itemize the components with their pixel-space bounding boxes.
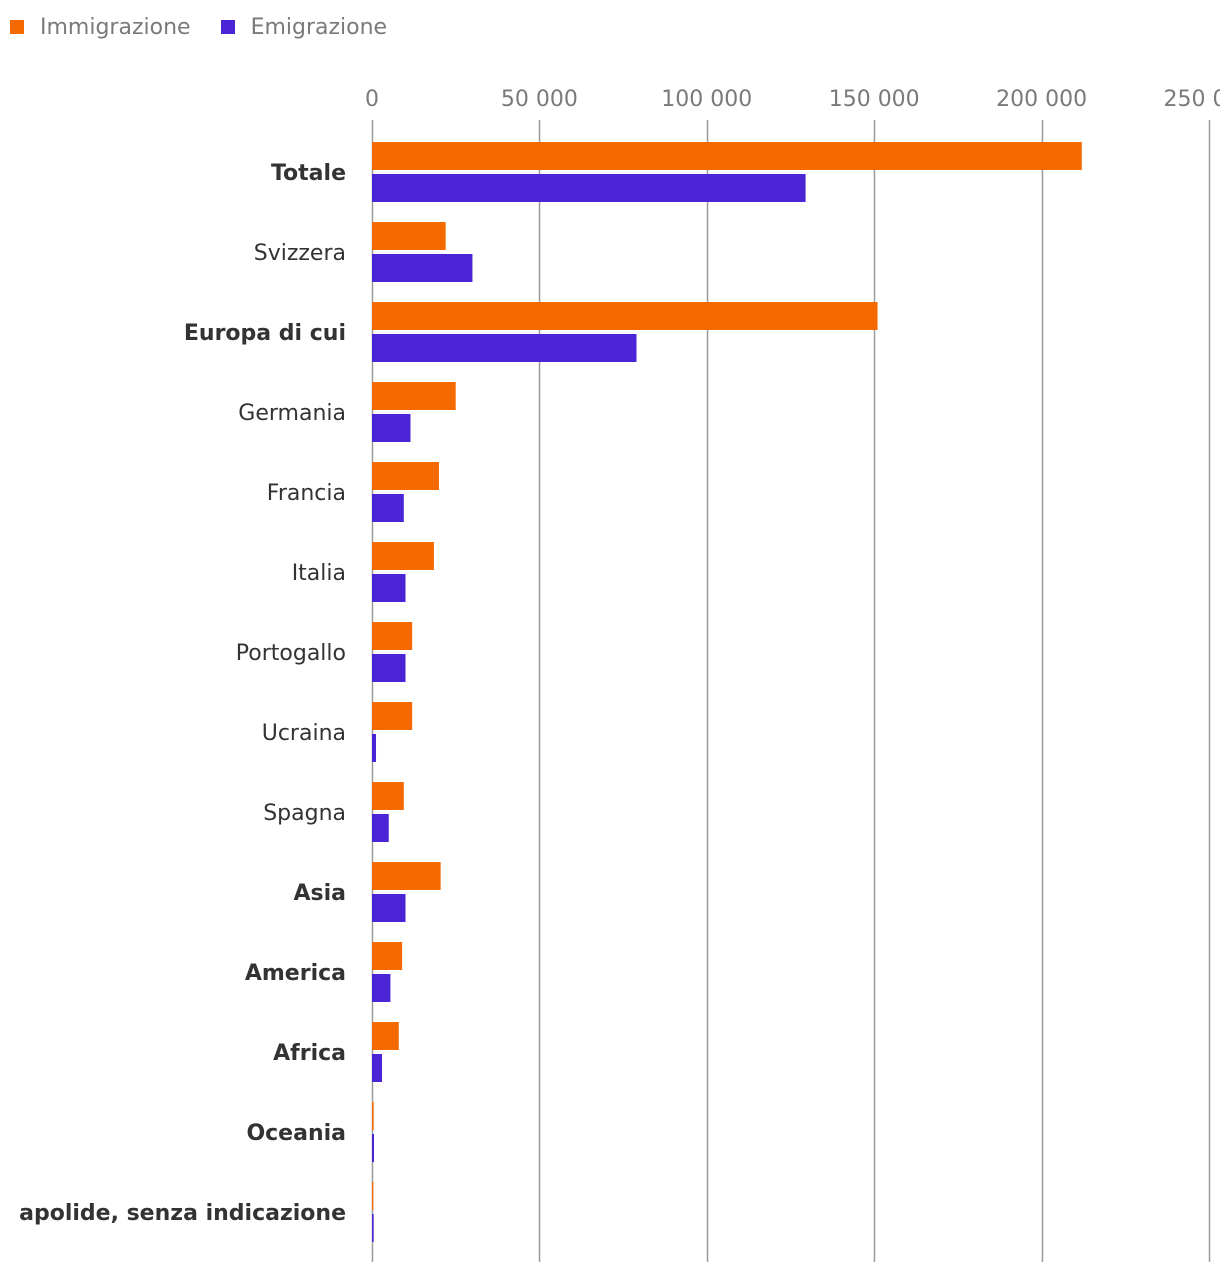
bar-emigrazione <box>372 414 411 442</box>
bar-emigrazione <box>372 254 473 282</box>
bar-immigrazione <box>372 462 439 490</box>
bar-immigrazione <box>372 1182 374 1210</box>
category-label: Italia <box>292 561 346 586</box>
bar-immigrazione <box>372 782 404 810</box>
category-label: Germania <box>238 401 346 426</box>
bar-emigrazione <box>372 494 404 522</box>
category-label: Ucraina <box>262 721 346 746</box>
x-tick-label: 200 000 <box>996 87 1087 112</box>
legend-label-emigrazione: Emigrazione <box>250 14 388 40</box>
bar-emigrazione <box>372 894 406 922</box>
bar-emigrazione <box>372 174 806 202</box>
bar-immigrazione <box>372 542 434 570</box>
category-label: Portogallo <box>236 641 346 666</box>
legend-item-immigrazione[interactable]: Immigrazione <box>10 15 191 40</box>
category-label: apolide, senza indicazione <box>19 1201 346 1226</box>
x-tick-label: 150 000 <box>829 87 920 112</box>
bar-immigrazione <box>372 142 1082 170</box>
bar-immigrazione <box>372 1022 399 1050</box>
category-label: Spagna <box>263 801 346 826</box>
bar-immigrazione <box>372 942 403 970</box>
bar-emigrazione <box>372 334 637 362</box>
bar-immigrazione <box>372 1102 374 1130</box>
x-tick-label: 0 <box>365 87 379 112</box>
x-tick-label: 50 000 <box>501 87 578 112</box>
legend-swatch-immigrazione <box>10 20 24 34</box>
legend-label-immigrazione: Immigrazione <box>40 14 191 40</box>
bar-emigrazione <box>372 814 389 842</box>
bar-emigrazione <box>372 1134 375 1162</box>
category-label: Asia <box>293 881 346 906</box>
category-label: Africa <box>273 1041 346 1066</box>
bar-immigrazione <box>372 382 456 410</box>
x-tick-label: 100 000 <box>661 87 752 112</box>
bar-immigrazione <box>372 222 446 250</box>
category-label: Svizzera <box>254 241 346 266</box>
bar-immigrazione <box>372 302 878 330</box>
bar-immigrazione <box>372 862 441 890</box>
category-label: Europa di cui <box>184 321 346 346</box>
legend-item-emigrazione[interactable]: Emigrazione <box>220 14 388 40</box>
category-label: America <box>245 961 346 986</box>
bar-emigrazione <box>372 1214 374 1242</box>
bar-emigrazione <box>372 734 377 762</box>
bar-emigrazione <box>372 574 406 602</box>
category-label: Francia <box>267 481 346 506</box>
x-tick-label: 250 000 <box>1164 87 1220 112</box>
category-label: Oceania <box>246 1121 346 1146</box>
bar-emigrazione <box>372 654 406 682</box>
bar-immigrazione <box>372 702 413 730</box>
legend: Immigrazione Emigrazione <box>10 12 417 42</box>
category-label: Totale <box>271 161 346 186</box>
bar-emigrazione <box>372 1054 383 1082</box>
bar-immigrazione <box>372 622 413 650</box>
bar-emigrazione <box>372 974 391 1002</box>
legend-swatch-emigrazione <box>220 20 235 34</box>
